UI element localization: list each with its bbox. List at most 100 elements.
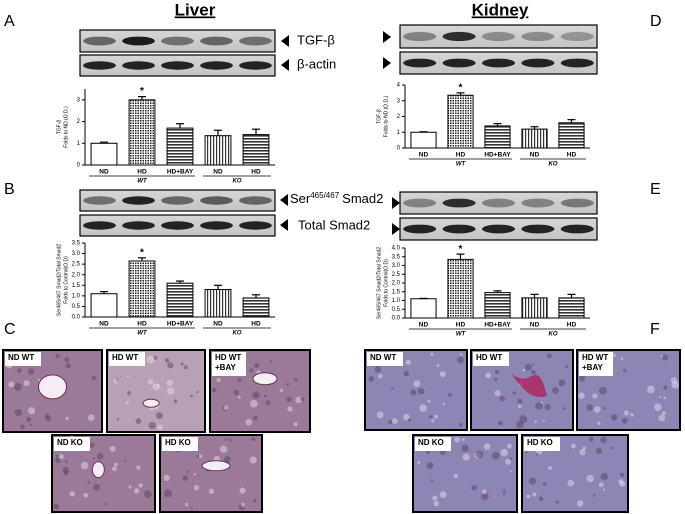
blot-band: [83, 221, 116, 230]
arrowhead: [281, 35, 289, 47]
micrograph-texture: [152, 383, 160, 391]
micrograph-texture: [65, 460, 69, 463]
micrograph-texture: [228, 438, 232, 442]
micrograph-label-box: [579, 352, 613, 376]
micrograph-texture: [65, 363, 71, 369]
blot-frame: [399, 24, 598, 49]
micrograph-texture: [253, 415, 258, 421]
micrograph-texture: [193, 472, 197, 476]
micrograph-texture: [586, 474, 594, 483]
micrograph-texture: [223, 456, 231, 463]
annotation: *: [140, 247, 144, 258]
micrograph-texture: [671, 380, 680, 389]
micrograph-texture: [279, 388, 284, 393]
micrograph-texture: [193, 484, 200, 491]
micrograph-texture: [612, 353, 616, 358]
micrograph-texture: [153, 356, 158, 360]
blot-band: [200, 196, 233, 205]
micrograph-texture: [600, 472, 609, 481]
x-tick-label: ND: [419, 322, 429, 329]
x-tick-label: ND: [530, 152, 540, 159]
micrograph-label: HD WT: [215, 353, 241, 362]
y-axis-label: Folds to Control(O.D): [63, 256, 69, 304]
micrograph-texture: [565, 365, 568, 369]
blot-label: TGF-β: [297, 32, 335, 47]
bar: [484, 125, 511, 149]
micrograph-texture: [431, 419, 435, 423]
micrograph-texture: [630, 412, 634, 417]
micrograph-texture: [377, 374, 383, 379]
micrograph-texture: [500, 448, 508, 457]
micrograph-texture: [295, 396, 303, 404]
blot-band: [442, 31, 476, 42]
micrograph-label: +BAY: [582, 363, 603, 372]
annotation: *: [459, 244, 463, 255]
y-tick-label: 3.5: [392, 254, 401, 260]
micrograph-texture: [109, 445, 116, 452]
micrograph-texture: [433, 414, 439, 419]
micrograph-texture: [535, 452, 539, 456]
micrograph-texture: [89, 442, 95, 448]
micrograph-texture: [461, 438, 465, 442]
error-bar: [493, 290, 502, 293]
micrograph-texture: [481, 489, 487, 495]
micrograph-texture: [146, 355, 155, 364]
blot-label: Total Smad2: [298, 217, 370, 232]
micrograph-stain: [511, 374, 547, 398]
micrograph-texture: [461, 444, 469, 452]
micrograph-texture: [233, 389, 240, 396]
micrograph-texture: [456, 356, 464, 364]
y-tick-label: 1.0: [72, 293, 81, 299]
micrograph-label-box: [54, 437, 90, 451]
y-tick-label: 1.5: [392, 289, 401, 295]
y-axis-label: Folds to ND (O.D.): [383, 95, 389, 137]
micrograph-label: +BAY: [215, 363, 236, 372]
micrograph-texture: [661, 411, 667, 416]
micrograph-texture: [519, 415, 528, 424]
y-axis-label: Folds to ND (O.D.): [63, 106, 69, 148]
micrograph-texture: [459, 423, 463, 427]
blot-band: [239, 36, 272, 46]
blot-band: [239, 196, 272, 205]
bar: [521, 128, 548, 149]
micrograph-texture: [504, 458, 512, 465]
micrograph-texture: [532, 363, 535, 366]
micrograph-label: HD WT: [582, 353, 608, 362]
group-label: KO: [233, 331, 242, 337]
micrograph-texture: [17, 368, 22, 373]
arrowhead: [281, 59, 289, 71]
micrograph-texture: [442, 402, 446, 406]
y-tick-label: 0.0: [392, 316, 401, 322]
micrograph-texture: [595, 447, 603, 455]
error-bar: [456, 92, 465, 96]
micrograph-texture: [498, 420, 503, 426]
x-tick-label: ND: [419, 152, 429, 159]
x-tick-label: ND: [99, 321, 109, 328]
group-label: WT: [137, 331, 148, 337]
blot-label-part: Ser: [290, 191, 311, 206]
micrograph-texture: [27, 368, 35, 375]
annotation: *: [140, 86, 144, 97]
micrograph-texture: [186, 470, 190, 473]
micrograph-texture: [143, 490, 152, 498]
micrograph-texture: [391, 418, 398, 424]
blot-band: [161, 221, 194, 230]
y-tick-label: 1: [397, 130, 401, 136]
x-tick-label: HD: [137, 321, 147, 328]
micrograph-texture: [211, 387, 217, 393]
micrograph-texture: [582, 446, 586, 451]
error-bar: [530, 293, 539, 298]
micrograph-texture: [269, 360, 273, 363]
micrograph-texture: [430, 352, 434, 356]
micrograph-texture: [45, 415, 52, 422]
bar: [484, 292, 511, 319]
error-bar: [493, 122, 502, 126]
micrograph-texture: [413, 380, 421, 388]
micrograph-texture: [148, 421, 156, 430]
micrograph-texture: [647, 385, 655, 394]
micrograph-texture: [586, 404, 593, 411]
blot-band: [560, 58, 594, 68]
y-tick-label: 3: [77, 97, 81, 103]
blot-band: [83, 36, 116, 46]
blot-band: [403, 198, 437, 208]
